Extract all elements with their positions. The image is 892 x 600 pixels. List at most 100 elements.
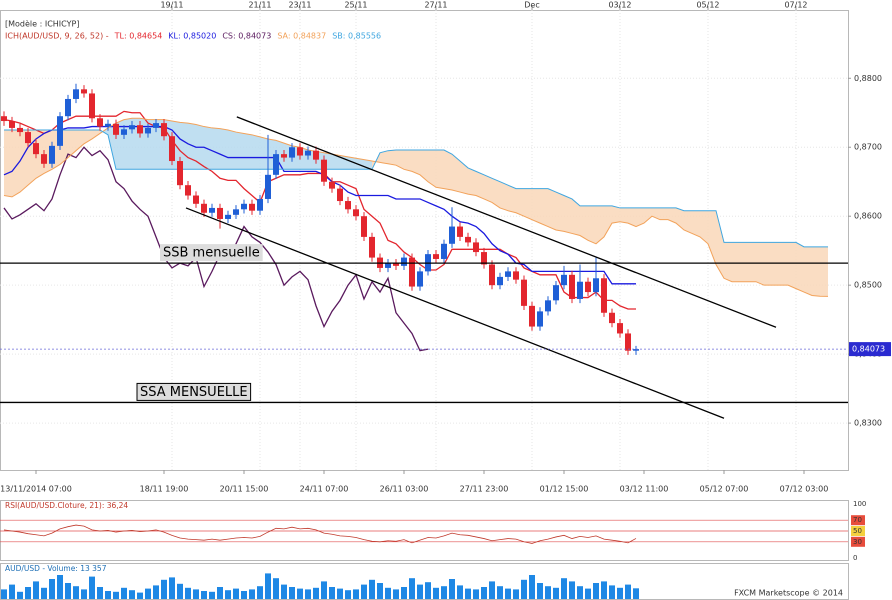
volume-bar — [321, 581, 327, 599]
last-price-box — [849, 342, 891, 357]
volume-bar — [529, 575, 535, 599]
candle-body — [249, 203, 255, 211]
x-tick-label: 01/12 15:00 — [540, 485, 589, 494]
volume-bar — [161, 579, 167, 599]
volume-bar — [601, 581, 607, 599]
volume-bar — [369, 579, 375, 599]
volume-bar — [537, 583, 543, 599]
volume-bar — [521, 579, 527, 599]
cloud-segment — [660, 207, 668, 220]
rsi-tick-label: 70 — [853, 516, 862, 524]
volume-bar — [489, 581, 495, 599]
volume-bar — [505, 588, 511, 599]
cloud-segment — [804, 246, 812, 296]
cloud-segment — [780, 242, 788, 286]
candle-body — [209, 207, 215, 213]
volume-bar — [57, 575, 63, 599]
candle-body — [609, 312, 615, 324]
candle-body — [553, 285, 559, 301]
cloud-segment — [556, 192, 564, 232]
candle-body — [17, 127, 23, 133]
volume-bar — [89, 576, 95, 599]
cloud-segment — [796, 242, 804, 293]
watermark: FXCM Marketscope © 2014 — [734, 589, 843, 598]
volume-bar — [305, 589, 311, 599]
cloud-segment — [532, 188, 540, 224]
candle-body — [569, 274, 575, 299]
cloud-segment — [820, 246, 828, 297]
candle-body — [145, 127, 151, 134]
last-price-label: 0,84073 — [852, 345, 885, 354]
cloud-segment — [68, 130, 76, 158]
candle-body — [281, 154, 287, 158]
candle-body — [97, 118, 103, 127]
candle-body — [289, 147, 295, 158]
cloud-segment — [756, 242, 764, 286]
candle-body — [137, 125, 143, 134]
cloud-segment — [596, 205, 604, 244]
cloud-segment — [740, 242, 748, 282]
cloud-segment — [724, 242, 732, 282]
x-tick-label: 20/11 15:00 — [220, 485, 269, 494]
candle-body — [169, 136, 175, 162]
rsi-tick-label: 100 — [853, 500, 866, 508]
candle-body — [441, 243, 447, 259]
volume-bar — [41, 587, 47, 599]
volume-bar — [17, 591, 23, 599]
cloud-segment — [428, 150, 436, 188]
candle-body — [449, 226, 455, 244]
cloud-segment — [564, 195, 572, 234]
candle-body — [65, 98, 71, 117]
volume-bar — [73, 586, 79, 599]
cloud-segment — [388, 150, 396, 166]
volume-bar — [409, 578, 415, 599]
cloud-segment — [460, 161, 468, 195]
volume-bar — [1, 589, 7, 599]
volume-bar — [337, 588, 343, 599]
indicator-line — [4, 129, 828, 248]
candle-body — [33, 143, 39, 155]
volume-bar — [569, 581, 575, 599]
cloud-segment — [636, 207, 644, 227]
volume-bar — [153, 585, 159, 599]
volume-bar — [265, 573, 271, 599]
cloud-segment — [692, 210, 700, 237]
volume-bar — [457, 585, 463, 599]
cloud-segment — [812, 246, 820, 297]
candle-body — [257, 198, 263, 211]
volume-label: AUD/USD - Volume: 13 357 — [5, 564, 107, 573]
volume-bar — [329, 587, 335, 599]
candle-body — [305, 150, 311, 156]
candle-body — [105, 123, 111, 127]
cloud-segment — [444, 150, 452, 190]
candle-body — [361, 216, 367, 237]
candle-body — [73, 89, 79, 99]
cloud-segment — [708, 210, 716, 265]
volume-bar — [209, 591, 215, 599]
candle-body — [313, 150, 319, 160]
x-tick-label: 13/11/2014 07:00 — [0, 485, 72, 494]
rsi-frame — [0, 500, 849, 561]
cloud-segment — [332, 154, 340, 170]
legend-entry: SB: 0,85556 — [332, 32, 381, 41]
candle-body — [177, 161, 183, 186]
cloud-segment — [500, 181, 508, 211]
candle-body — [329, 181, 335, 189]
volume-bar — [25, 587, 31, 599]
volume-bar — [545, 586, 551, 599]
annotations: SSB mensuelle SSA MENSUELLE — [0, 116, 848, 419]
volume-bar — [449, 579, 455, 599]
volume-bar — [609, 585, 615, 599]
grid — [0, 10, 848, 470]
cloud-segment — [20, 130, 28, 193]
cloud-segment — [260, 136, 268, 170]
volume-bar — [553, 587, 559, 599]
candle-body — [273, 154, 279, 175]
candles — [1, 83, 639, 355]
cloud-segment — [412, 150, 420, 175]
top-tick-label: Dec — [524, 1, 539, 10]
volume-bar — [393, 589, 399, 599]
cloud-segment — [492, 178, 500, 208]
cloud-segment — [572, 198, 580, 236]
